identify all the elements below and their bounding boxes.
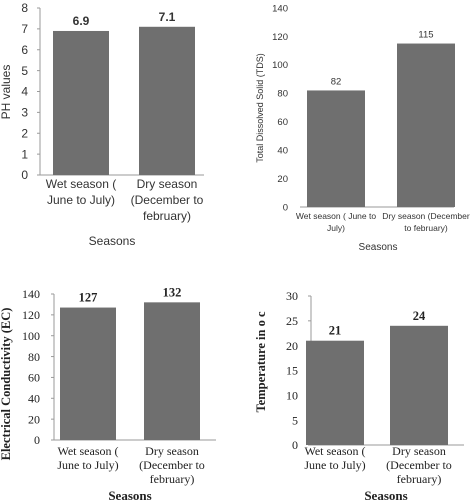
x-axis-title: Seasons: [364, 488, 407, 503]
y-tick-label: 20: [28, 412, 40, 426]
y-tick-label: 80: [277, 89, 288, 100]
y-tick-label: 120: [272, 32, 288, 43]
y-tick-label: 60: [28, 371, 40, 385]
y-tick-label: 40: [28, 391, 40, 405]
category-label: Dry season: [145, 444, 199, 458]
data-label: 7.1: [159, 10, 176, 24]
category-label: Dry season: [137, 177, 198, 191]
data-label: 82: [331, 76, 342, 87]
y-axis-title: Electrical Conductivity (EC): [0, 308, 13, 461]
category-label: June to July): [57, 458, 118, 472]
ph-chart: 0 1 2 3 4 5 6 7 8 6.9 Wet season ( June to July) 7.1…: [0, 1, 204, 248]
bar: [307, 90, 365, 207]
data-label: 6.9: [73, 14, 90, 28]
bar: [53, 30, 109, 176]
category-label: Dry season (December: [382, 211, 470, 221]
y-tick-label: 8: [21, 1, 28, 15]
y-tick-label: 100: [22, 329, 40, 343]
y-tick-label: 2: [21, 126, 28, 140]
y-axis-title: Temperature in o c: [254, 311, 268, 412]
y-tick-label: 5: [292, 413, 298, 427]
y-tick-label: 15: [286, 364, 298, 378]
y-tick-label: 100: [272, 60, 288, 71]
bar: [139, 26, 195, 175]
data-label: 115: [418, 30, 433, 41]
data-label: 132: [163, 285, 182, 299]
bar: [144, 302, 200, 440]
y-tick-label: 40: [277, 145, 288, 156]
category-label: Wet season (: [304, 444, 365, 458]
y-tick-label: 0: [292, 438, 298, 452]
y-tick-label: 5: [21, 64, 28, 78]
category-label: february): [150, 472, 195, 486]
data-label: 127: [79, 291, 98, 305]
temperature-chart: 0 5 10 15 20 25 30 21 Wet season (June to July) 2…: [254, 289, 464, 503]
category-label: february): [397, 472, 442, 486]
tds-chart: 0 20 40 60 80 100 120 140 82 Wet season ( June to…: [255, 3, 470, 253]
data-label: 24: [413, 309, 426, 323]
category-label: Wet season (: [57, 444, 118, 458]
y-tick-label: 4: [21, 85, 28, 99]
category-label: Wet season ( June to: [296, 211, 376, 221]
bar: [60, 307, 116, 440]
category-label: (December to: [139, 458, 205, 472]
x-axis-title: Seasons: [359, 242, 398, 253]
x-axis-title: Seasons: [108, 488, 151, 503]
y-tick-label: 0: [34, 433, 40, 447]
bar: [390, 325, 448, 445]
category-label: february): [143, 209, 191, 223]
bar: [397, 43, 455, 208]
bar: [306, 340, 364, 445]
y-tick-label: 80: [28, 350, 40, 364]
category-label: (December to: [386, 458, 452, 472]
category-label: Wet season (: [46, 177, 116, 191]
y-tick-label: 1: [21, 147, 28, 161]
y-tick-label: 6: [21, 43, 28, 57]
category-label: Dry season: [392, 444, 446, 458]
y-tick-label: 10: [286, 389, 298, 403]
y-tick-label: 0: [21, 168, 28, 182]
category-label: June to July): [304, 458, 365, 472]
ec-chart: 0 20 40 60 80 100 120 140 127 Wet season (June to…: [0, 285, 216, 503]
y-tick-label: 140: [22, 287, 40, 301]
category-label: June to July): [47, 193, 115, 207]
y-tick-label: 0: [283, 202, 288, 213]
x-axis-title: Seasons: [89, 234, 136, 248]
y-tick-label: 30: [286, 289, 298, 303]
y-tick-label: 20: [286, 339, 298, 353]
category-label: to february): [404, 223, 448, 233]
data-label: 21: [329, 324, 342, 338]
y-axis-title: PH values: [0, 65, 13, 120]
y-tick-label: 3: [21, 106, 28, 120]
category-label: July): [327, 223, 345, 233]
y-axis-title: Total Dissolved Solid (TDS): [255, 53, 265, 163]
category-label: (December to: [131, 193, 204, 207]
y-tick-label: 20: [277, 174, 288, 185]
y-tick-label: 7: [21, 22, 28, 36]
y-tick-label: 60: [277, 117, 288, 128]
y-tick-label: 25: [286, 314, 298, 328]
y-tick-label: 140: [272, 3, 288, 14]
y-tick-label: 120: [22, 308, 40, 322]
